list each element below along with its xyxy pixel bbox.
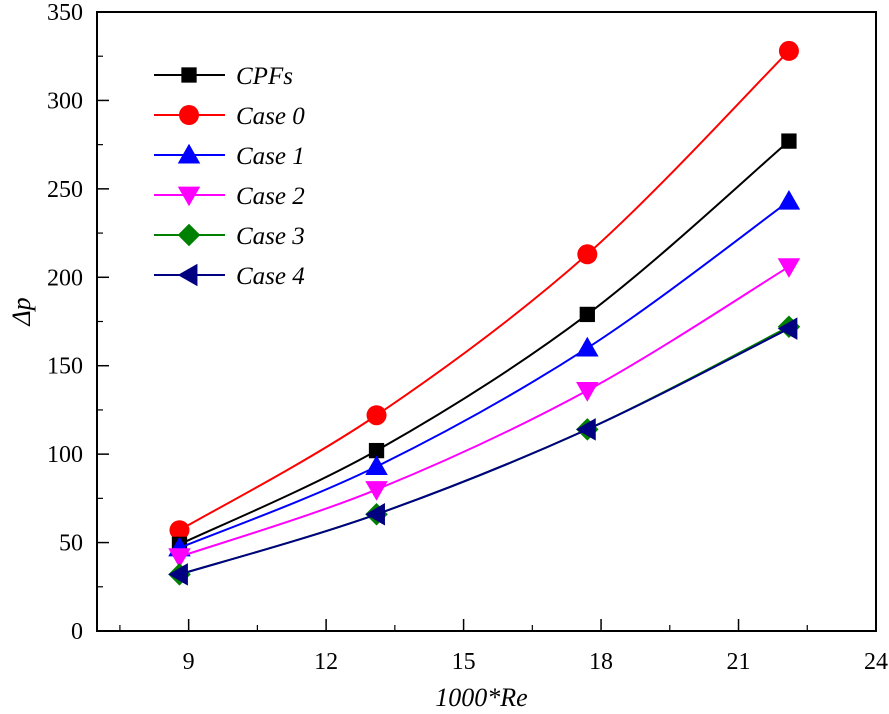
series-case-1 — [168, 189, 801, 557]
legend-label: Case 0 — [236, 103, 305, 130]
y-tick-label: 300 — [47, 88, 83, 114]
legend-item: Case 1 — [154, 143, 305, 170]
series-line — [179, 325, 790, 576]
legend-marker-diamond-icon — [177, 223, 201, 247]
data-point — [365, 481, 388, 501]
x-tick-label: 18 — [589, 649, 613, 675]
y-tick-label: 150 — [47, 354, 83, 380]
data-point — [576, 382, 599, 402]
series-line — [179, 265, 790, 558]
legend-item: Case 0 — [154, 103, 305, 130]
data-point — [777, 189, 801, 210]
data-point — [579, 306, 595, 323]
data-point — [781, 133, 797, 149]
y-tick-label: 200 — [47, 265, 83, 291]
data-point — [777, 258, 801, 278]
data-point — [168, 548, 191, 568]
data-point — [777, 317, 798, 340]
series-case-4 — [168, 317, 798, 586]
series-case-3 — [168, 315, 801, 586]
y-tick-label: 250 — [47, 177, 83, 203]
data-point — [169, 520, 190, 541]
series-line — [178, 50, 790, 532]
legend-item: Case 4 — [154, 263, 305, 290]
legend-label: Case 4 — [236, 263, 305, 290]
y-tick-label: 350 — [47, 0, 83, 26]
series-line — [179, 140, 790, 546]
data-point — [778, 40, 799, 61]
series-case-2 — [168, 258, 801, 568]
axes-layer: 9 12 15 18 21 24 0 50 100 150 200 250 300 350 — [47, 0, 888, 675]
legend-marker-triangle-up-icon — [177, 143, 201, 164]
y-tick-label: 100 — [47, 442, 83, 468]
x-axis-title: 1000*Re — [435, 683, 527, 712]
x-tick-label: 21 — [727, 649, 751, 675]
legend-item: CPFs — [154, 63, 293, 90]
legend-label: Case 1 — [236, 143, 305, 170]
legend-marker-triangle-down-icon — [177, 186, 201, 207]
legend-marker-circle-icon — [179, 105, 199, 125]
x-tick-label: 24 — [864, 649, 888, 675]
legend-marker-triangle-left-icon — [177, 263, 198, 287]
legend-label: Case 2 — [236, 183, 305, 210]
legend: CPFs Case 0 Case 1 Case 2 Case 3 Case 4 — [154, 63, 305, 290]
data-point — [576, 336, 599, 357]
plot-frame — [96, 11, 877, 632]
y-axis-title: Δp — [7, 297, 36, 326]
legend-marker-square-icon — [181, 67, 197, 83]
series-case-0 — [169, 40, 799, 541]
x-tick-label: 9 — [183, 649, 195, 675]
data-point — [576, 418, 596, 441]
data-point — [365, 503, 385, 526]
y-tick-label: 0 — [71, 619, 83, 645]
legend-label: Case 3 — [236, 223, 305, 250]
data-point — [368, 442, 385, 459]
legend-label: CPFs — [236, 63, 293, 90]
series-line — [179, 200, 790, 549]
data-point — [366, 405, 387, 426]
series-line — [179, 327, 790, 576]
x-tick-label: 15 — [452, 649, 476, 675]
legend-item: Case 3 — [154, 223, 305, 250]
data-point — [168, 563, 188, 586]
x-tick-label: 12 — [314, 649, 338, 675]
legend-item: Case 2 — [154, 183, 305, 210]
y-tick-label: 50 — [59, 531, 83, 557]
data-point — [365, 455, 388, 475]
data-point — [577, 244, 598, 265]
series-layer — [168, 40, 801, 586]
